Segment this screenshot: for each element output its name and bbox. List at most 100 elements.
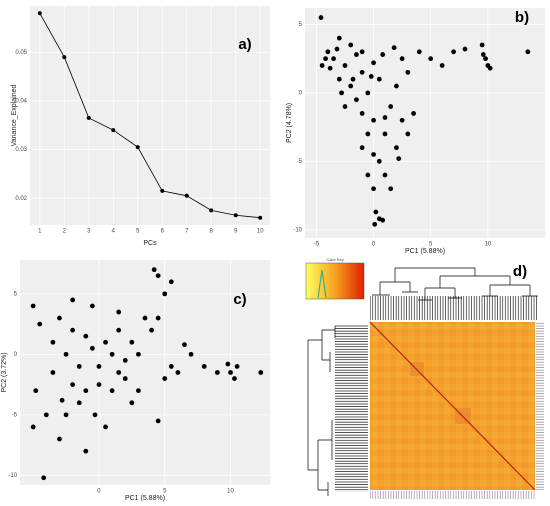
color-key: [305, 262, 365, 300]
y-tick-label: 0.03: [15, 147, 27, 153]
chart-panel: 1 2 3 4 5 6 7 8 9 10 0.02 0.03 0.04 0.05 PCs Variance_E…: [11, 6, 270, 247]
plot-background: [30, 6, 270, 225]
scatter-point: [41, 475, 47, 481]
x-tick-label: 5: [429, 242, 433, 248]
scatter-point: [109, 388, 115, 394]
panel-label: c): [233, 291, 246, 308]
scatter-point: [89, 345, 95, 351]
scatter-point: [70, 297, 76, 303]
panel-label: a): [238, 36, 251, 53]
column-labels: [370, 491, 535, 499]
scatter-point: [399, 56, 405, 62]
line-point: [111, 128, 116, 133]
scatter-point: [201, 364, 207, 369]
x-tick-label: 0: [97, 489, 101, 495]
series-line: [39, 13, 261, 219]
scatter-point: [371, 60, 376, 66]
scatter-point: [162, 291, 168, 297]
scatter-point: [331, 56, 336, 62]
scatter-point: [214, 370, 220, 375]
scatter-point: [162, 376, 168, 381]
scatter-point: [188, 351, 194, 357]
scatter-point: [359, 111, 365, 116]
scatter-point: [334, 46, 340, 52]
y-tick-label: 0.04: [15, 98, 27, 104]
scatter-point: [122, 376, 128, 381]
line-point: [233, 213, 238, 218]
scatter-point: [342, 104, 348, 109]
scatter-point: [342, 63, 348, 68]
scatter-point: [365, 172, 371, 178]
scatter-point: [258, 370, 264, 375]
scatter-point: [348, 83, 354, 89]
scatter-point: [336, 76, 342, 82]
scatter-point: [365, 90, 371, 96]
scatter-point: [116, 309, 122, 315]
scatter-point: [109, 351, 115, 357]
x-tick-label: 9: [234, 229, 238, 235]
scatter-point: [155, 315, 161, 321]
scatter-point: [228, 370, 233, 375]
y-tick-label: 5: [14, 291, 18, 297]
scatter-point: [327, 65, 333, 71]
x-tick-label: 0: [372, 242, 376, 248]
scatter-point: [70, 327, 76, 333]
scatter-point: [155, 273, 161, 279]
scatter-point: [399, 117, 405, 123]
scatter-point: [372, 221, 378, 227]
line-point: [209, 208, 214, 213]
x-axis-label: PCs: [143, 240, 157, 247]
scatter-point: [376, 158, 382, 164]
scatter-point: [83, 333, 89, 339]
scatter-point: [129, 400, 135, 406]
scatter-point: [373, 209, 379, 215]
scatter-point: [232, 376, 237, 381]
y-tick-label: -5: [12, 412, 18, 418]
scatter-point: [168, 279, 174, 285]
scatter-point: [480, 52, 486, 57]
scatter-point: [43, 412, 49, 418]
color-key-title: Color Key: [326, 257, 344, 262]
scatter-point: [57, 436, 62, 442]
scatter-point: [129, 339, 135, 345]
scatter-point: [59, 397, 65, 403]
line-point: [86, 115, 91, 120]
scatter-point: [411, 111, 416, 116]
heatmap-panel: Color Key d): [305, 257, 544, 499]
scatter-point: [525, 49, 531, 55]
scatter-point: [354, 52, 359, 57]
scatter-point: [155, 418, 161, 424]
line-point: [135, 145, 140, 150]
top-dendrogram-leaves: [370, 296, 537, 320]
x-tick-label: 2: [63, 229, 67, 235]
panel-label: d): [513, 263, 527, 280]
scatter-point: [359, 145, 365, 151]
y-axis-label: PC2 (4.78%): [286, 103, 293, 143]
scatter-point: [63, 351, 69, 357]
scatter-point: [487, 65, 493, 71]
row-labels: [536, 322, 544, 490]
line-point: [184, 193, 189, 198]
scatter-point: [483, 56, 488, 62]
scatter-point: [225, 361, 231, 367]
scatter-point: [371, 186, 376, 192]
panel-label: b): [515, 9, 529, 26]
scatter-point: [428, 56, 434, 62]
scatter-point: [57, 315, 62, 321]
x-tick-label: 6: [161, 229, 165, 235]
scatter-point: [103, 339, 108, 345]
scatter-point: [142, 315, 148, 321]
y-tick-label: 0.05: [15, 50, 27, 56]
x-tick-label: 3: [87, 229, 91, 235]
scatter-point: [376, 76, 382, 82]
scatter-point: [323, 56, 328, 62]
left-dendrogram: [307, 326, 336, 496]
scatter-point: [122, 358, 128, 363]
scatter-point: [116, 327, 122, 333]
scatter-point: [116, 370, 122, 375]
scatter-point: [30, 303, 36, 309]
scatter-point: [348, 42, 354, 48]
scatter-point: [365, 131, 371, 137]
line-point: [62, 55, 67, 60]
